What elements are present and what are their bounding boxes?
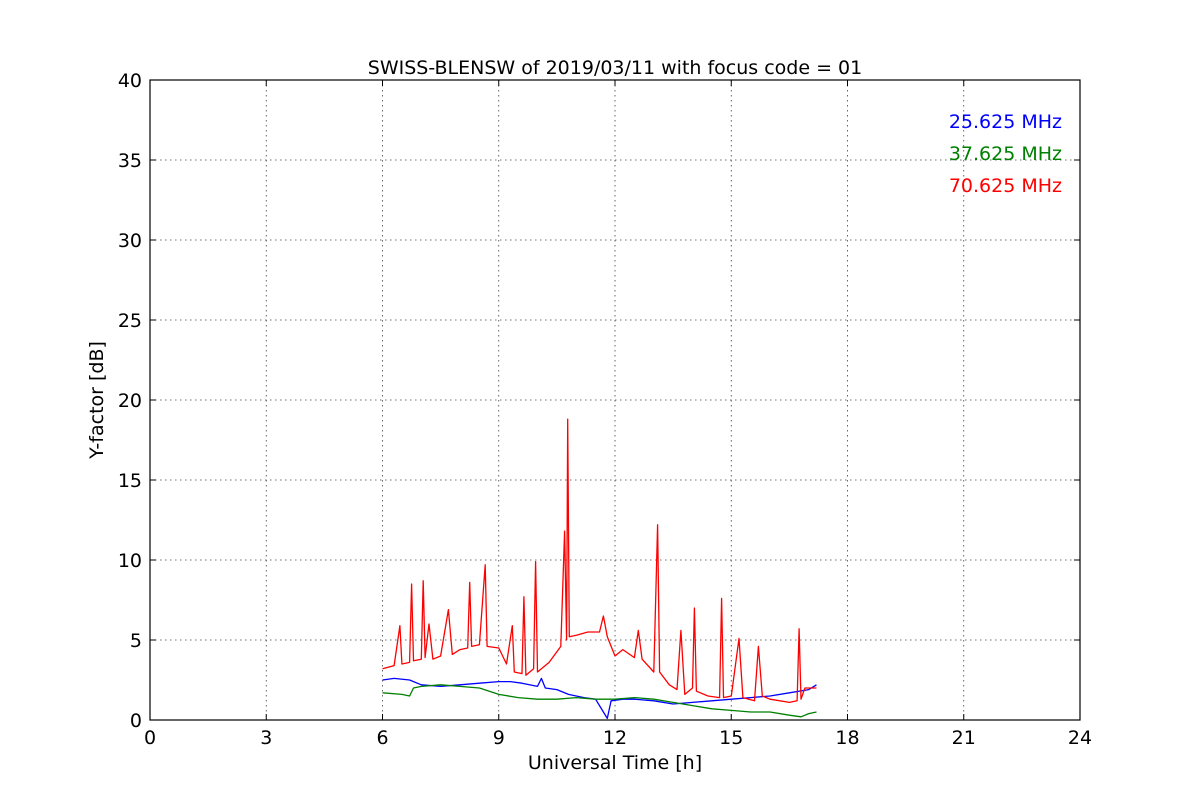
y-tick-label: 20 bbox=[118, 390, 142, 412]
x-tick-label: 15 bbox=[719, 727, 743, 749]
ticks: 0 3 6 9 12 15 18 21 24 0 5 10 15 20 25 30 35 40 bbox=[118, 70, 1092, 749]
series-layer bbox=[382, 418, 817, 720]
x-tick-label: 6 bbox=[376, 727, 388, 749]
y-tick-label: 40 bbox=[118, 70, 142, 92]
x-tick-label: 18 bbox=[835, 727, 859, 749]
x-tick-label: 0 bbox=[144, 727, 156, 749]
legend: 25.625 MHz 37.625 MHz 70.625 MHz bbox=[949, 111, 1062, 197]
x-tick-label: 24 bbox=[1068, 727, 1092, 749]
series-line-2 bbox=[382, 418, 817, 704]
y-tick-label: 25 bbox=[118, 310, 142, 332]
x-tick-label: 3 bbox=[260, 727, 272, 749]
y-axis-label: Y-factor [dB] bbox=[86, 341, 108, 460]
y-tick-label: 10 bbox=[118, 550, 142, 572]
x-axis-label: Universal Time [h] bbox=[528, 752, 702, 774]
grid bbox=[150, 80, 1080, 720]
legend-entry-2: 70.625 MHz bbox=[949, 175, 1062, 197]
y-tick-label: 35 bbox=[118, 150, 142, 172]
x-tick-label: 12 bbox=[603, 727, 627, 749]
legend-entry-1: 37.625 MHz bbox=[949, 143, 1062, 165]
x-tick-label: 21 bbox=[952, 727, 976, 749]
y-tick-label: 5 bbox=[130, 630, 142, 652]
y-tick-label: 15 bbox=[118, 470, 142, 492]
y-tick-label: 30 bbox=[118, 230, 142, 252]
y-tick-label: 0 bbox=[130, 710, 142, 732]
series-line-1 bbox=[382, 684, 817, 718]
x-tick-label: 9 bbox=[493, 727, 505, 749]
legend-entry-0: 25.625 MHz bbox=[949, 111, 1062, 133]
chart-title: SWISS-BLENSW of 2019/03/11 with focus co… bbox=[368, 57, 862, 79]
